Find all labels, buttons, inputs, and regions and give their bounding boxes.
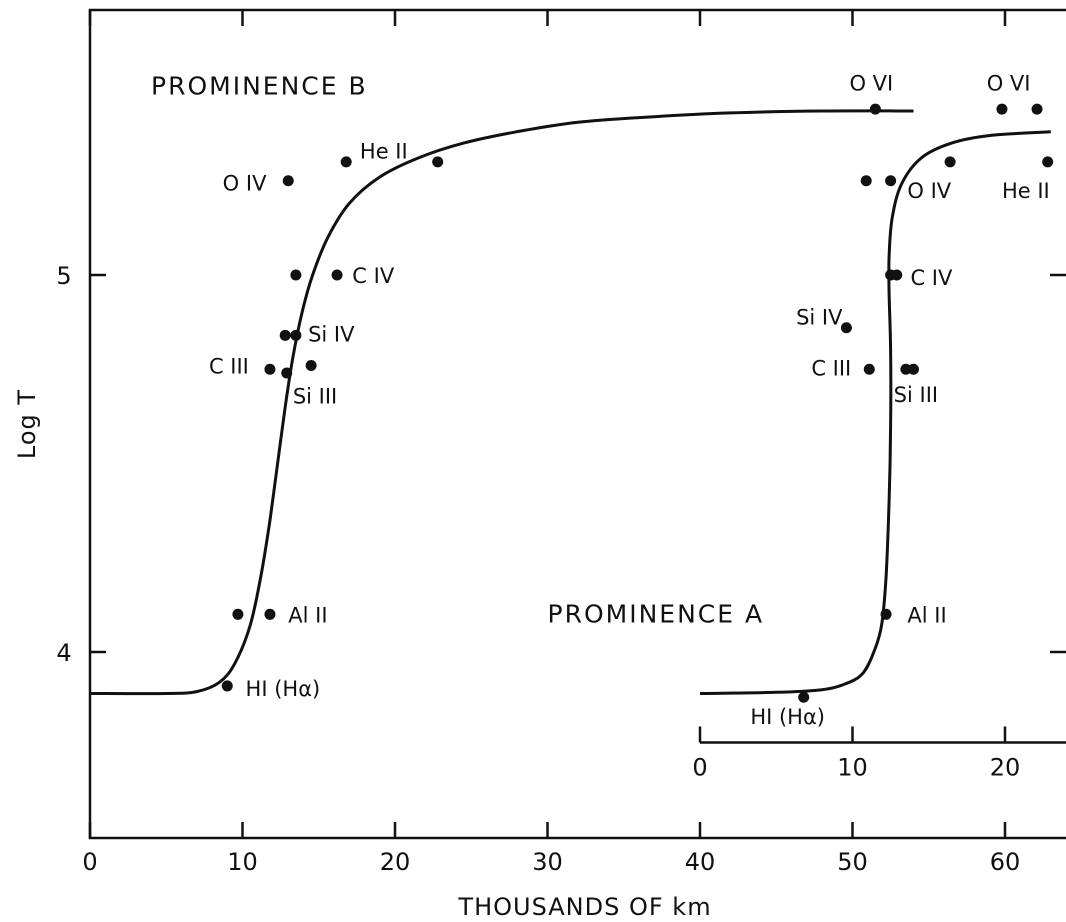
data-point-series-1 xyxy=(863,363,875,375)
data-point-series-0 xyxy=(264,363,276,375)
ion-label: C IV xyxy=(352,264,395,288)
data-point-series-1 xyxy=(880,608,892,620)
data-point-series-1 xyxy=(798,691,810,703)
ion-label: HI (Hα) xyxy=(750,705,825,729)
data-point-series-0 xyxy=(281,367,293,379)
x-tick-label: 10 xyxy=(227,848,258,876)
x-tick-label: 40 xyxy=(685,848,716,876)
data-point-series-1 xyxy=(1042,156,1054,168)
x-axis-title: THOUSANDS OF km xyxy=(457,893,711,921)
data-point-series-0 xyxy=(290,329,302,341)
data-point-series-0 xyxy=(290,269,302,281)
inset-tick-label: 10 xyxy=(837,753,868,781)
data-point-series-1 xyxy=(908,363,919,375)
x-tick-label: 30 xyxy=(532,848,563,876)
x-tick-label: 20 xyxy=(380,848,411,876)
ion-label: Si III xyxy=(293,385,337,409)
ion-label: He II xyxy=(360,140,408,164)
curve-series-1 xyxy=(699,130,1051,695)
data-point-series-0 xyxy=(221,680,233,692)
x-tick-label: 60 xyxy=(990,848,1021,876)
ion-label: HI (Hα) xyxy=(246,677,321,701)
inset-tick-label: 0 xyxy=(692,753,707,781)
data-point-series-0 xyxy=(869,103,881,115)
data-point-series-0 xyxy=(264,608,276,620)
ion-label: Si III xyxy=(894,383,938,407)
ion-label: C IV xyxy=(910,266,953,290)
data-point-series-0 xyxy=(340,156,352,168)
data-point-series-0 xyxy=(282,175,294,187)
prominence-label: PROMINENCE B xyxy=(151,72,368,101)
x-tick-label: 0 xyxy=(82,848,97,876)
prominence-a-inset-axis: 0 10 20 xyxy=(692,726,1066,781)
x-tick-label: 50 xyxy=(837,848,868,876)
ion-label: C III xyxy=(209,354,249,378)
axis-ticks: 0 10 20 30 40 50 60 4 5 xyxy=(56,10,1066,876)
data-point-series-1 xyxy=(860,175,872,187)
y-tick-label: 4 xyxy=(56,639,71,667)
data-point-series-1 xyxy=(944,156,956,168)
data-point-series-1 xyxy=(891,269,903,281)
data-point-series-0 xyxy=(305,359,317,371)
plot-frame xyxy=(88,8,1066,840)
prominence-label: PROMINENCE A xyxy=(548,599,765,628)
data-point-series-0 xyxy=(232,608,244,620)
annotations: PROMINENCE B PROMINENCE A HI (Hα) Al II C II… xyxy=(151,72,1050,730)
ion-label: Al II xyxy=(907,603,946,627)
data-point-series-0 xyxy=(432,156,444,168)
ion-label: He II xyxy=(1002,179,1050,203)
curve-series-0 xyxy=(89,109,914,696)
data-point-series-1 xyxy=(996,103,1008,115)
ion-label: O IV xyxy=(223,172,267,196)
ion-label: Al II xyxy=(288,603,327,627)
ion-label: Si IV xyxy=(308,322,355,346)
ion-label: C III xyxy=(811,356,851,380)
data-points xyxy=(221,103,1054,703)
ion-label: Si IV xyxy=(796,305,843,329)
data-point-series-1 xyxy=(885,175,897,187)
ion-label: O VI xyxy=(849,72,893,96)
data-point-series-0 xyxy=(331,269,343,281)
data-point-series-1 xyxy=(900,363,912,375)
y-axis-title: Log T xyxy=(13,389,41,459)
ion-label: O VI xyxy=(987,72,1031,96)
ion-label: O IV xyxy=(907,179,951,203)
inset-tick-label: 20 xyxy=(990,753,1021,781)
data-point-series-1 xyxy=(1031,103,1043,115)
data-point-series-0 xyxy=(279,329,291,341)
data-point-series-1 xyxy=(840,322,852,334)
y-tick-label: 5 xyxy=(56,262,71,290)
curves xyxy=(89,109,1051,696)
